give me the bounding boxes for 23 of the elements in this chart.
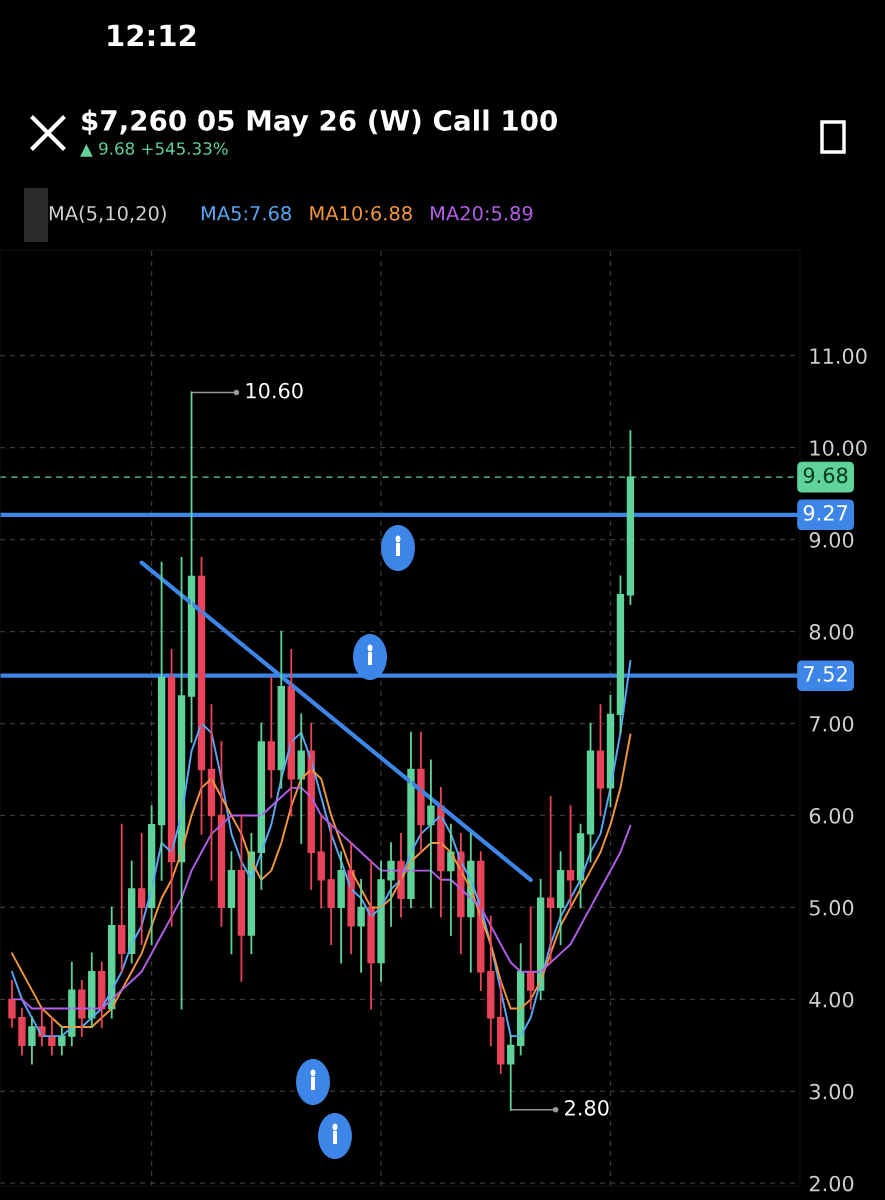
ref-line-label: 9.27 (803, 505, 848, 521)
y-tick-label: 2.00 (809, 1175, 854, 1192)
text: 12:12 (108, 24, 196, 47)
text: MA(5,10,20) (49, 205, 166, 223)
y-tick-label: 5.00 (809, 899, 854, 916)
y-tick-label: 7.00 (810, 715, 854, 732)
text: MA10:6.88 (310, 205, 412, 221)
text: MA5:7.68 (201, 205, 291, 221)
ref-line-label: 9.68 (803, 467, 848, 484)
text: MA20:5.89 (431, 205, 533, 221)
y-tick-label: 4.00 (809, 991, 854, 1008)
y-tick-label: 6.00 (809, 807, 854, 824)
line-series (11, 733, 632, 1028)
ref-line-label: 7.52 (804, 665, 847, 682)
annotation: 2.80 (565, 1099, 609, 1116)
chart-subtitle: ▲ 9.68 +545.33% (80, 142, 228, 157)
chart-title: $7,260 05 May 26 (W) Call 100 (82, 109, 558, 137)
y-tick-label: 8.00 (809, 624, 854, 640)
y-tick-label: 11.00 (810, 348, 867, 364)
y-tick-label: 10.00 (810, 440, 867, 456)
y-tick-label: 9.00 (809, 532, 854, 548)
y-tick-label: 3.00 (809, 1083, 854, 1100)
annotation: 10.60 (246, 382, 303, 399)
